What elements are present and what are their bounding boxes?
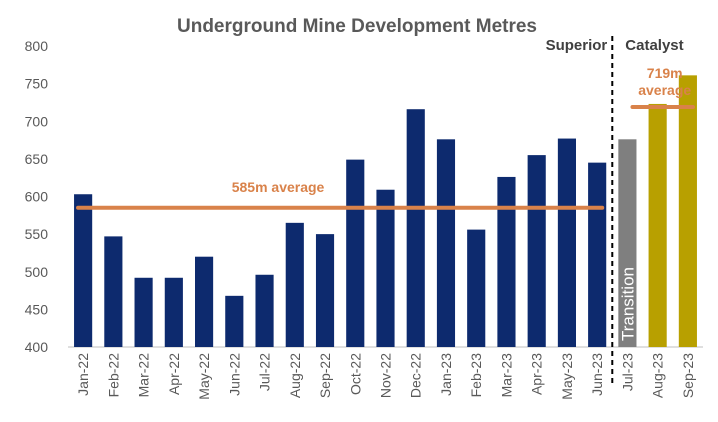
x-tick-label: May-22 bbox=[196, 353, 212, 400]
x-tick-label: Nov-22 bbox=[378, 353, 394, 398]
y-tick-label: 450 bbox=[25, 301, 49, 317]
x-tick-label: Apr-23 bbox=[529, 353, 545, 395]
x-axis: Jan-22 Feb-22 Mar-22 Apr-22 May-22 Jun-22 Jul-… bbox=[68, 346, 703, 400]
bar bbox=[74, 194, 93, 347]
bar bbox=[557, 138, 576, 347]
y-tick-label: 750 bbox=[25, 76, 49, 92]
bar bbox=[376, 189, 395, 347]
x-tick-label: May-23 bbox=[559, 353, 575, 400]
bar bbox=[618, 139, 637, 347]
bar bbox=[678, 75, 697, 347]
y-tick-label: 550 bbox=[25, 226, 49, 242]
bar bbox=[346, 159, 365, 347]
bars: Transition bbox=[74, 75, 697, 348]
bar bbox=[436, 139, 456, 347]
x-tick-label: Feb-23 bbox=[468, 353, 484, 398]
y-tick-label: 650 bbox=[25, 151, 49, 167]
average-label-catalyst-value: 719m bbox=[647, 65, 683, 81]
y-tick-label: 400 bbox=[25, 339, 49, 355]
bar bbox=[497, 176, 516, 347]
bar bbox=[467, 229, 486, 347]
x-tick-label: Jun-23 bbox=[589, 353, 605, 396]
bar bbox=[134, 277, 153, 347]
x-tick-label: Mar-22 bbox=[136, 353, 152, 398]
x-tick-label: Sep-22 bbox=[317, 353, 333, 398]
y-tick-label: 600 bbox=[25, 189, 49, 205]
x-tick-label: Feb-22 bbox=[105, 353, 121, 398]
y-tick-label: 800 bbox=[25, 38, 49, 54]
bar bbox=[104, 236, 123, 347]
section-label-superior: Superior bbox=[546, 37, 608, 54]
bar bbox=[285, 222, 304, 347]
x-tick-label: Dec-22 bbox=[408, 353, 424, 398]
x-tick-label: Jul-23 bbox=[619, 353, 635, 391]
x-tick-label: Oct-22 bbox=[347, 353, 363, 395]
x-tick-label: Jan-23 bbox=[438, 353, 454, 396]
x-tick-label: Mar-23 bbox=[498, 353, 514, 398]
bar bbox=[164, 277, 183, 347]
x-tick-label: Jan-22 bbox=[75, 353, 91, 396]
y-axis: 400 450 500 550 600 650 700 750 800 bbox=[25, 38, 49, 355]
bar bbox=[315, 234, 335, 347]
average-label-catalyst-word: average bbox=[638, 82, 691, 98]
x-tick-label: Aug-23 bbox=[650, 353, 666, 398]
y-tick-label: 700 bbox=[25, 113, 49, 129]
bar bbox=[225, 295, 244, 347]
x-tick-label: Jul-22 bbox=[257, 353, 273, 391]
bar bbox=[255, 274, 274, 347]
average-label-superior: 585m average bbox=[232, 179, 325, 195]
x-tick-label: Jun-22 bbox=[226, 353, 242, 396]
bar bbox=[195, 256, 214, 347]
x-tick-label: Sep-23 bbox=[680, 353, 696, 398]
y-tick-label: 500 bbox=[25, 264, 49, 280]
bar bbox=[648, 103, 667, 347]
chart-title: Underground Mine Development Metres bbox=[177, 16, 537, 37]
bar-annotation: Transition bbox=[618, 267, 637, 341]
bar bbox=[588, 162, 607, 347]
x-tick-label: Apr-22 bbox=[166, 353, 182, 395]
section-label-catalyst: Catalyst bbox=[625, 37, 683, 54]
bar bbox=[406, 109, 425, 348]
bar bbox=[527, 155, 546, 347]
x-tick-label: Aug-22 bbox=[287, 353, 303, 398]
sections: Superior Catalyst bbox=[546, 36, 684, 387]
